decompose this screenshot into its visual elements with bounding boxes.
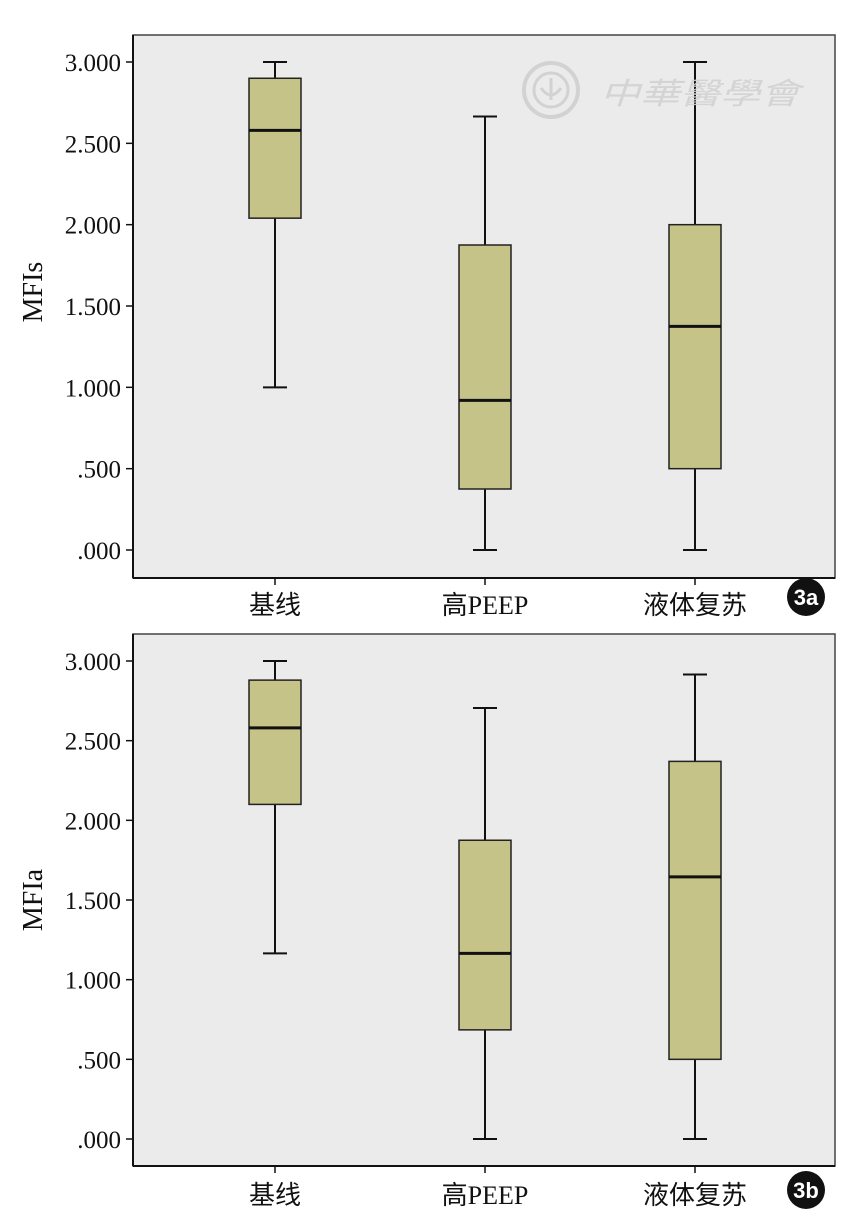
y-tick-label: 1.500 [65,888,121,915]
y-axis-title: MFIa [18,868,49,931]
panel-badge [787,1171,825,1209]
y-tick-label: 3.000 [65,50,121,77]
y-tick-label: 2.500 [65,131,121,158]
x-tick-label: 液体复苏 [643,591,747,620]
y-tick-label: 1.500 [65,294,121,321]
y-tick-label: 1.000 [65,968,121,995]
x-tick-label: 基线 [249,591,301,620]
panel-badge-label: 3b [793,1178,819,1203]
watermark-text: 中華醫學會 [600,77,805,112]
panel-badge [787,578,825,616]
y-tick-label: .000 [77,538,121,565]
iqr-box [248,679,302,806]
panel-badge-label: 3a [794,585,819,610]
x-tick-label: 液体复苏 [643,1181,747,1210]
chart-panel-3b: .000 .500 1.000 1.500 2.000 2.500 3.000 MFIa 基线 高… [18,633,836,1210]
chart-panel-3a: .000 .500 1.000 1.500 2.000 2.500 3.000 MFIs 基线 高… [18,34,836,620]
y-tick-label: 2.000 [65,213,121,240]
box-1 [248,61,302,389]
iqr-box [668,223,722,470]
iqr-box [458,244,512,490]
x-tick-label: 基线 [249,1181,301,1210]
y-tick-label: .000 [77,1127,121,1154]
y-axis-title: MFIs [18,262,49,323]
box-3 [668,673,722,1140]
y-tick-label: .500 [77,457,121,484]
y-tick-label: 1.000 [65,375,121,402]
chart-panels: .000.5001.0001.5002.0002.5003.000MFIs基线高… [18,34,836,1210]
x-tick-label: 高PEEP [442,1181,529,1210]
society-seal-icon [522,61,580,119]
y-tick-label: 2.000 [65,808,121,835]
y-tick-label: 2.500 [65,729,121,756]
box-2 [458,707,512,1140]
box-1 [248,660,302,955]
watermark: 中華醫學會 [522,61,805,119]
box-3 [668,61,722,551]
x-tick-label: 高PEEP [442,591,529,620]
iqr-box [458,839,512,1031]
y-tick-label: .500 [77,1047,121,1074]
iqr-box [668,760,722,1061]
box-2 [458,115,512,551]
y-tick-label: 3.000 [65,649,121,676]
iqr-box [248,77,302,219]
